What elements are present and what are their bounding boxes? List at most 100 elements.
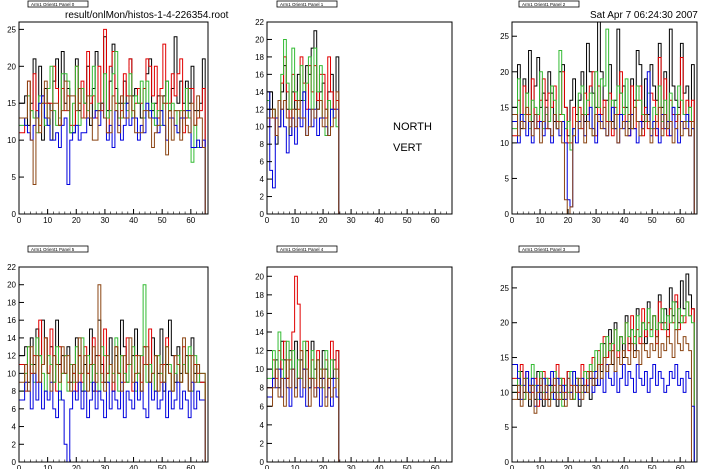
x-tick-label: 40 [129, 464, 138, 469]
x-tick-label: 0 [17, 464, 22, 469]
y-tick-label: 20 [255, 35, 264, 44]
y-tick-label: 14 [7, 334, 16, 343]
y-tick-label: 20 [255, 272, 264, 281]
x-tick-label: 20 [72, 216, 81, 225]
y-tick-label: 4 [12, 423, 17, 432]
y-tick-label: 4 [260, 421, 265, 430]
y-tick-label: 6 [260, 402, 265, 411]
panel-title-box [276, 245, 338, 253]
y-tick-label: 0 [505, 458, 510, 467]
series-brown-line [512, 329, 697, 463]
y-tick-label: 12 [7, 352, 16, 361]
x-tick-label: 30 [592, 464, 601, 469]
x-tick-label: 50 [648, 216, 657, 225]
y-tick-label: 25 [500, 32, 509, 41]
panel-frame [18, 266, 209, 463]
x-tick-label: 40 [620, 464, 629, 469]
y-tick-label: 15 [7, 99, 16, 108]
y-tick-label: 10 [500, 388, 509, 397]
series-brown-line [267, 91, 452, 215]
y-tick-label: 15 [500, 354, 509, 363]
y-tick-label: 6 [260, 158, 265, 167]
y-tick-label: 6 [12, 405, 17, 414]
y-tick-label: 8 [260, 384, 265, 393]
y-tick-label: 25 [7, 25, 16, 34]
y-tick-label: 22 [7, 263, 16, 272]
x-tick-label: 40 [375, 464, 384, 469]
x-tick-label: 10 [291, 464, 300, 469]
series-green-line [19, 51, 208, 215]
panel-frame [266, 266, 453, 463]
y-tick-label: 18 [255, 291, 264, 300]
y-tick-label: 10 [500, 139, 509, 148]
y-tick-label: 10 [7, 369, 16, 378]
y-tick-label: 5 [12, 173, 17, 182]
x-tick-label: 10 [43, 464, 52, 469]
x-tick-label: 40 [129, 216, 138, 225]
x-tick-label: 20 [319, 464, 328, 469]
x-tick-label: 10 [291, 216, 300, 225]
y-tick-label: 12 [255, 347, 264, 356]
y-tick-label: 16 [255, 309, 264, 318]
x-tick-label: 20 [564, 464, 573, 469]
y-tick-label: 8 [260, 140, 265, 149]
x-tick-label: 60 [186, 216, 195, 225]
y-tick-label: 16 [7, 316, 16, 325]
x-tick-label: 0 [265, 464, 270, 469]
series-brown-line [512, 106, 697, 215]
x-tick-label: 60 [676, 464, 685, 469]
x-tick-label: 20 [564, 216, 573, 225]
series-blue-line [512, 364, 697, 463]
y-tick-label: 5 [505, 174, 510, 183]
x-tick-label: 30 [347, 216, 356, 225]
y-tick-label: 16 [255, 70, 264, 79]
panel-title: Arm1 Orient1 Panel 0 [31, 2, 75, 7]
panel-title: Arm1 Orient1 Panel 3 [522, 247, 566, 252]
y-tick-label: 18 [255, 53, 264, 62]
x-tick-label: 20 [72, 464, 81, 469]
x-tick-label: 40 [375, 216, 384, 225]
x-tick-label: 60 [431, 464, 440, 469]
panel-title-box [518, 245, 580, 253]
y-tick-label: 22 [255, 18, 264, 27]
x-tick-label: 10 [536, 464, 545, 469]
y-tick-label: 14 [255, 88, 264, 97]
y-tick-label: 2 [260, 193, 265, 202]
y-tick-label: 10 [255, 123, 264, 132]
x-tick-label: 50 [158, 464, 167, 469]
x-tick-label: 0 [17, 216, 22, 225]
y-tick-label: 25 [500, 284, 509, 293]
y-tick-label: 10 [255, 365, 264, 374]
panel-title: Arm1 Orient1 Panel 5 [31, 247, 75, 252]
y-tick-label: 0 [260, 210, 265, 219]
annotation-north: NORTH [393, 121, 432, 133]
panel-title-box [276, 0, 338, 8]
x-tick-label: 30 [100, 216, 109, 225]
series-black-line [512, 273, 697, 463]
panel-title-box [518, 0, 580, 8]
timestamp-label: Sat Apr 7 06:24:30 2007 [590, 10, 698, 21]
series-brown-line [19, 284, 208, 463]
panel-title: Arm1 Orient1 Panel 2 [522, 2, 566, 7]
x-tick-label: 20 [319, 216, 328, 225]
y-tick-label: 14 [255, 328, 264, 337]
y-tick-label: 20 [500, 68, 509, 77]
x-tick-label: 60 [676, 216, 685, 225]
y-tick-label: 4 [260, 175, 265, 184]
series-brown-line [19, 80, 208, 215]
y-tick-label: 2 [12, 440, 17, 449]
x-tick-label: 0 [510, 216, 515, 225]
x-tick-label: 10 [43, 216, 52, 225]
x-tick-label: 30 [347, 464, 356, 469]
file-path-label: result/onlMon/histos-1-4-226354.root [65, 10, 229, 21]
panel-title-box [27, 0, 89, 8]
y-tick-label: 0 [505, 210, 510, 219]
y-tick-label: 18 [7, 298, 16, 307]
x-tick-label: 0 [265, 216, 270, 225]
x-tick-label: 0 [510, 464, 515, 469]
y-tick-label: 2 [260, 439, 265, 448]
y-tick-label: 8 [12, 387, 17, 396]
panel-title-box [27, 245, 89, 253]
x-tick-label: 40 [620, 216, 629, 225]
x-tick-label: 30 [592, 216, 601, 225]
